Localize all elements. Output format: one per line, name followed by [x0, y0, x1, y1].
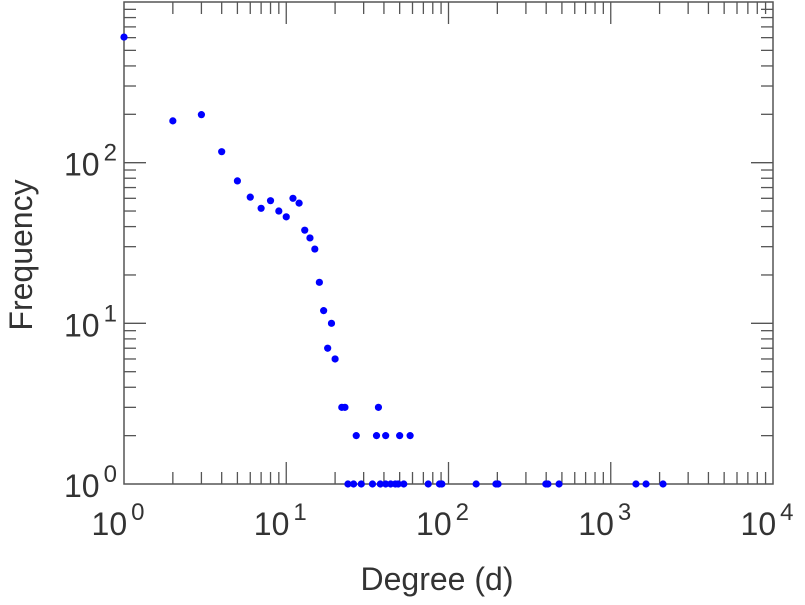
- x-axis-label: Degree (d): [361, 561, 514, 597]
- x-tick-label: 10 4: [741, 499, 794, 542]
- plot-frame: [123, 1, 774, 485]
- data-point: [257, 204, 265, 212]
- data-point: [438, 480, 446, 488]
- data-point: [327, 319, 336, 327]
- x-tick-label: 10 1: [254, 499, 307, 542]
- data-point: [169, 117, 177, 125]
- tick-exponent: 0: [104, 461, 117, 488]
- data-point: [275, 207, 283, 215]
- data-point: [331, 355, 339, 363]
- tick-exponent: 0: [131, 499, 144, 526]
- data-point: [324, 344, 332, 352]
- data-point: [382, 432, 390, 440]
- data-point: [394, 480, 402, 488]
- data-point: [266, 197, 275, 205]
- y-axis-label: Frequency: [3, 179, 39, 330]
- tick-base: 10: [64, 307, 100, 343]
- data-point: [218, 148, 226, 156]
- data-point: [376, 480, 384, 488]
- tick-base: 10: [741, 506, 777, 542]
- data-point: [472, 480, 480, 488]
- y-tick-label: 10 0: [64, 461, 117, 504]
- tick-base: 10: [254, 506, 290, 542]
- data-point: [295, 199, 303, 207]
- data-point: [368, 480, 377, 488]
- data-point: [282, 213, 290, 221]
- tick-base: 10: [92, 506, 128, 542]
- data-point: [246, 193, 254, 201]
- y-tick-label: 10 2: [64, 140, 117, 183]
- data-point: [197, 111, 206, 119]
- data-point: [406, 432, 414, 440]
- data-point: [357, 480, 365, 488]
- data-point: [352, 432, 360, 440]
- tick-base: 10: [64, 147, 100, 183]
- data-point: [233, 177, 242, 185]
- data-point: [494, 480, 502, 488]
- data-point: [642, 480, 650, 488]
- y-tick-label: 10 1: [64, 300, 117, 343]
- data-point: [306, 234, 314, 242]
- tick-exponent: 4: [780, 499, 793, 526]
- data-point: [396, 432, 404, 440]
- data-point: [289, 194, 297, 202]
- tick-exponent: 2: [104, 140, 117, 167]
- tick-exponent: 2: [456, 499, 469, 526]
- data-point: [544, 480, 552, 488]
- axis-ticks: [124, 2, 773, 484]
- data-point: [372, 432, 381, 440]
- tick-base: 10: [64, 468, 100, 504]
- data-point: [632, 480, 640, 488]
- data-point: [400, 480, 408, 488]
- data-point: [344, 480, 352, 488]
- tick-base: 10: [416, 506, 452, 542]
- data-point: [555, 480, 563, 488]
- data-point: [349, 480, 358, 488]
- data-point: [320, 307, 328, 315]
- tick-exponent: 1: [293, 499, 306, 526]
- x-tick-labels: 10 0 10 1 10 2 10 3 10 4: [92, 499, 794, 542]
- x-tick-label: 10 0: [92, 499, 145, 542]
- data-point: [311, 245, 319, 253]
- data-point: [120, 33, 128, 41]
- tick-exponent: 1: [104, 300, 117, 327]
- data-point: [301, 226, 309, 234]
- data-point: [315, 278, 323, 286]
- data-point: [382, 480, 390, 488]
- tick-base: 10: [578, 506, 614, 542]
- data-point: [659, 480, 667, 488]
- x-tick-label: 10 3: [578, 499, 631, 542]
- data-points: [120, 33, 667, 488]
- x-tick-label: 10 2: [416, 499, 469, 542]
- data-point: [424, 480, 432, 488]
- tick-exponent: 3: [618, 499, 631, 526]
- data-point: [341, 403, 349, 411]
- data-point: [374, 403, 383, 411]
